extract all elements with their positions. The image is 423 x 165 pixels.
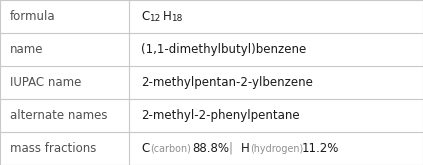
Text: |: | bbox=[228, 142, 232, 155]
Text: mass fractions: mass fractions bbox=[10, 142, 96, 155]
Text: C: C bbox=[141, 142, 149, 155]
Text: C: C bbox=[141, 10, 149, 23]
Text: H: H bbox=[163, 10, 172, 23]
Text: 12: 12 bbox=[149, 14, 160, 23]
Text: (hydrogen): (hydrogen) bbox=[250, 144, 303, 153]
Text: alternate names: alternate names bbox=[10, 109, 107, 122]
Text: formula: formula bbox=[10, 10, 56, 23]
Text: (carbon): (carbon) bbox=[150, 144, 191, 153]
Text: name: name bbox=[10, 43, 44, 56]
Text: 2-methylpentan-2-ylbenzene: 2-methylpentan-2-ylbenzene bbox=[141, 76, 313, 89]
Text: 18: 18 bbox=[171, 14, 182, 23]
Text: (1,1-dimethylbutyl)benzene: (1,1-dimethylbutyl)benzene bbox=[141, 43, 306, 56]
Text: 2-methyl-2-phenylpentane: 2-methyl-2-phenylpentane bbox=[141, 109, 299, 122]
Text: 88.8%: 88.8% bbox=[192, 142, 229, 155]
Text: H: H bbox=[241, 142, 250, 155]
Text: 11.2%: 11.2% bbox=[302, 142, 339, 155]
Text: IUPAC name: IUPAC name bbox=[10, 76, 81, 89]
